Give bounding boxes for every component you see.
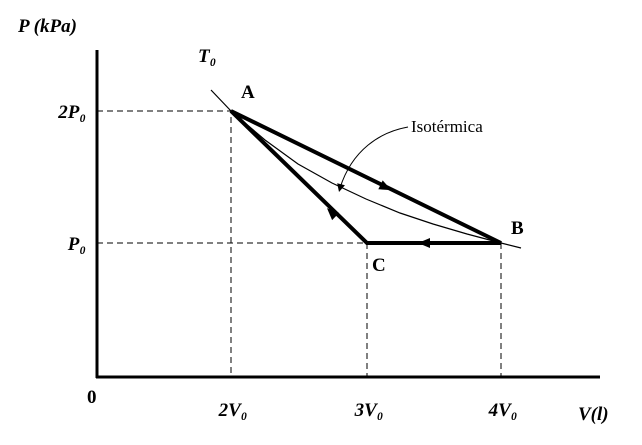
- y-tick-label: 2P₀: [57, 102, 86, 123]
- annotation-arrow: [337, 183, 345, 192]
- isotherm: [210, 89, 522, 249]
- arrow-bc: [418, 238, 430, 248]
- curve-annotation: Isotérmica: [411, 117, 483, 136]
- x-tick-label: 3V₀: [354, 400, 384, 421]
- point-label: C: [372, 255, 386, 276]
- annotation-leader: [339, 126, 409, 189]
- y-axis-label: P (kPa): [17, 16, 77, 37]
- cycle: [229, 109, 502, 245]
- curve-label: T₀: [198, 46, 216, 67]
- arrow-ab: [378, 180, 392, 191]
- guide-c: [97, 242, 368, 377]
- x-tick-label: 4V₀: [488, 400, 518, 421]
- origin-label: 0: [87, 387, 97, 408]
- point-label: A: [241, 82, 255, 103]
- guide-a: [97, 110, 232, 377]
- point-label: B: [511, 218, 524, 239]
- x-axis-label: V(l): [578, 404, 609, 425]
- y-tick-label: P₀: [67, 234, 86, 255]
- x-tick-label: 2V₀: [218, 400, 248, 421]
- arrow-ca: [326, 208, 340, 221]
